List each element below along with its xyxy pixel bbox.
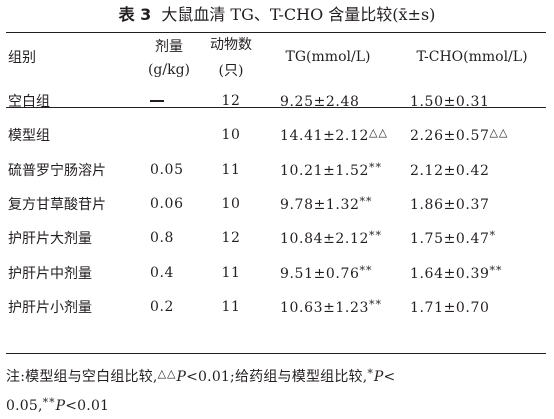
tg-significance-mark: **: [369, 229, 382, 242]
tcho-value: 1.71±0.70: [410, 300, 489, 316]
header-dose-unit: (g/kg): [136, 62, 202, 78]
cell-animal-count: 11: [202, 290, 260, 324]
table-row: 复方甘草酸苷片 0.06 10 9.78±1.32** 1.86±0.37: [6, 187, 548, 221]
tg-significance-mark: △△: [369, 126, 388, 139]
cell-tg: 10.84±2.12**: [260, 221, 396, 255]
tg-value: 10.21±1.52: [280, 163, 369, 179]
header-dose: 剂量 (g/kg): [136, 34, 202, 80]
tg-value: 10.63±1.23: [280, 300, 369, 316]
footnote-mark-double-star: **: [43, 396, 56, 409]
cell-dose: 0.8: [136, 221, 202, 255]
cell-tg: 9.25±2.48: [260, 80, 396, 118]
tg-value: 10.84±2.12: [280, 231, 369, 247]
header-animal-count-label: 动物数: [202, 34, 260, 54]
table-row: 模型组 10 14.41±2.12△△ 2.26±0.57△△: [6, 118, 548, 152]
cell-tg: 10.21±1.52**: [260, 153, 396, 187]
cell-animal-count: 11: [202, 255, 260, 289]
cell-animal-count: 11: [202, 153, 260, 187]
cell-tg: 14.41±2.12△△: [260, 118, 396, 152]
cell-group: 模型组: [6, 118, 136, 152]
tcho-value: 2.12±0.42: [410, 163, 489, 179]
cell-dose: 0.06: [136, 187, 202, 221]
tcho-value: 2.26±0.57: [410, 128, 489, 144]
footnote-prefix: 注:模型组与空白组比较,: [6, 369, 158, 385]
tg-value: 9.78±1.32: [280, 197, 359, 213]
cell-tcho: 1.50±0.31: [396, 80, 548, 118]
header-tg: TG(mmol/L): [260, 34, 396, 80]
table-row: 硫普罗宁肠溶片 0.05 11 10.21±1.52** 2.12±0.42: [6, 153, 548, 187]
cell-tg: 9.78±1.32**: [260, 187, 396, 221]
table-caption: 表 3 大鼠血清 TG、T-CHO 含量比较(x̄±s): [0, 4, 554, 26]
cell-tg: 10.63±1.23**: [260, 290, 396, 324]
table-row: 护肝片小剂量 0.2 11 10.63±1.23** 1.71±0.70: [6, 290, 548, 324]
cell-group: 硫普罗宁肠溶片: [6, 153, 136, 187]
tg-value: 9.51±0.76: [280, 266, 359, 282]
table-row: 护肝片中剂量 0.4 11 9.51±0.76** 1.64±0.39**: [6, 255, 548, 289]
tcho-significance-mark: *: [489, 229, 496, 242]
table-row: 空白组 12 9.25±2.48 1.50±0.31: [6, 80, 548, 118]
table-body: 空白组 12 9.25±2.48 1.50±0.31 模型组 10 14.41±2.12△△…: [6, 80, 548, 324]
tg-significance-mark: **: [359, 264, 372, 277]
footnote-mark-triangles: △△: [158, 367, 177, 380]
tcho-value: 1.50±0.31: [410, 94, 489, 110]
header-group: 组别: [6, 34, 136, 80]
tcho-value: 1.86±0.37: [410, 197, 489, 213]
header-row: 组别 剂量 (g/kg) 动物数 (只) TG(mmol/L) T-CHO(mm…: [6, 34, 548, 80]
bottom-rule: [6, 353, 546, 354]
footnote-part2: <: [384, 369, 396, 385]
footnote: 注:模型组与空白组比较,△△P<0.01;给药组与模型组比较,*P< 0.05,…: [6, 361, 546, 419]
cell-tcho: 1.75±0.47*: [396, 221, 548, 255]
cell-dose: [136, 118, 202, 152]
tcho-significance-mark: **: [489, 264, 502, 277]
cell-tcho: 1.71±0.70: [396, 290, 548, 324]
cell-tg: 9.51±0.76**: [260, 255, 396, 289]
cell-group: 空白组: [6, 80, 136, 118]
cell-dose: 0.05: [136, 153, 202, 187]
tg-significance-mark: **: [359, 195, 372, 208]
data-table: 组别 剂量 (g/kg) 动物数 (只) TG(mmol/L) T-CHO(mm…: [6, 34, 548, 324]
table-number: 表 3: [119, 5, 152, 24]
cell-tcho: 1.86±0.37: [396, 187, 548, 221]
tcho-value: 1.75±0.47: [410, 231, 489, 247]
cell-tcho: 2.12±0.42: [396, 153, 548, 187]
table-title: 大鼠血清 TG、T-CHO 含量比较(x̄±s): [161, 5, 435, 24]
cell-dose: 0.2: [136, 290, 202, 324]
footnote-p-label-2: P: [374, 369, 384, 385]
tg-value: 14.41±2.12: [280, 128, 369, 144]
cell-animal-count: 10: [202, 187, 260, 221]
cell-group: 护肝片大剂量: [6, 221, 136, 255]
cell-tcho: 2.26±0.57△△: [396, 118, 548, 152]
cell-animal-count: 10: [202, 118, 260, 152]
tcho-value: 1.64±0.39: [410, 266, 489, 282]
table-row: 护肝片大剂量 0.8 12 10.84±2.12** 1.75±0.47*: [6, 221, 548, 255]
tcho-significance-mark: △△: [489, 126, 508, 139]
cell-group: 复方甘草酸苷片: [6, 187, 136, 221]
header-animal-count-unit: (只): [202, 60, 260, 80]
cell-dose: [136, 80, 202, 118]
dose-dash: [150, 100, 164, 102]
footnote-line2-start: 0.05,: [6, 398, 43, 414]
cell-animal-count: 12: [202, 221, 260, 255]
header-animal-count: 动物数 (只): [202, 34, 260, 80]
footnote-line2: 0.05,**P<0.01: [6, 390, 546, 419]
tg-value: 9.25±2.48: [280, 94, 359, 110]
footnote-p-label-3: P: [56, 398, 66, 414]
header-dose-label: 剂量: [136, 36, 202, 56]
cell-group: 护肝片中剂量: [6, 255, 136, 289]
top-rule: [6, 32, 546, 33]
tg-significance-mark: **: [369, 161, 382, 174]
cell-tcho: 1.64±0.39**: [396, 255, 548, 289]
footnote-part1: <0.01;给药组与模型组比较,: [186, 369, 367, 385]
header-tcho: T-CHO(mmol/L): [396, 34, 548, 80]
footnote-p-label: P: [177, 369, 187, 385]
footnote-part3: <0.01: [65, 398, 109, 414]
cell-group: 护肝片小剂量: [6, 290, 136, 324]
cell-dose: 0.4: [136, 255, 202, 289]
tg-significance-mark: **: [369, 298, 382, 311]
cell-animal-count: 12: [202, 80, 260, 118]
